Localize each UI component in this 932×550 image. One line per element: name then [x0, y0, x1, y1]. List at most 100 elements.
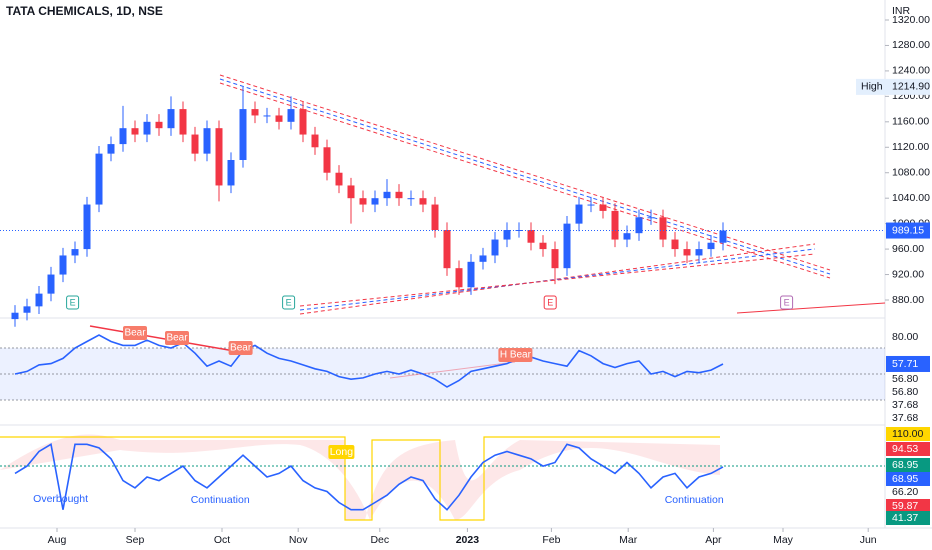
candle-body — [347, 185, 355, 199]
divergence-tag — [123, 326, 147, 340]
candle-body — [299, 109, 307, 135]
candle-body — [695, 249, 703, 256]
divergence-line — [389, 361, 516, 379]
annotation-tag — [328, 445, 355, 459]
oscillator-scale-label: 110.00 — [892, 428, 923, 440]
candle-body — [119, 128, 127, 145]
oscillator-tag — [886, 472, 930, 486]
candle-body — [647, 217, 655, 219]
rsi-scale-label: 56.80 — [892, 373, 918, 385]
currency-label: INR — [892, 5, 911, 17]
candle-body — [371, 198, 379, 205]
candle-body — [251, 109, 259, 116]
chart-title: TATA CHEMICALS, 1D, NSE — [6, 4, 163, 18]
candle-body — [23, 306, 31, 313]
x-tick-label: Dec — [370, 534, 389, 546]
candle-body — [623, 233, 631, 240]
y-tick-label: 1240.00 — [892, 65, 930, 77]
rsi-scale-label: 37.68 — [892, 399, 918, 411]
rsi-scale-label: 56.80 — [892, 386, 918, 398]
oscillator-line — [14, 443, 724, 511]
oscillator-annotation: Overbought — [33, 493, 88, 505]
candle-body — [35, 293, 43, 307]
divergence-tag — [498, 348, 533, 362]
earnings-marker — [66, 295, 80, 310]
candle-body — [491, 239, 499, 256]
candle-body — [719, 230, 727, 243]
x-tick-label: May — [773, 534, 794, 546]
y-tick-label: 1160.00 — [892, 116, 929, 128]
rsi-scale-label: 80.00 — [892, 331, 918, 343]
candle-body — [479, 255, 487, 262]
candle-body — [671, 239, 679, 250]
candle-body — [203, 128, 211, 154]
candle-body — [599, 204, 607, 211]
earnings-label: E — [286, 297, 292, 307]
candle-body — [11, 312, 19, 320]
candle-body — [95, 153, 103, 205]
x-tick-label: Jun — [860, 534, 877, 546]
candle-body — [167, 109, 175, 129]
rsi-last-label: 57.71 — [892, 358, 918, 370]
oscillator-tag — [886, 442, 930, 456]
candle-body — [263, 115, 271, 117]
trend-line — [219, 78, 831, 275]
trend-lines — [219, 74, 831, 315]
candle-body — [359, 198, 367, 205]
oscillator-annotation: Continuation — [665, 494, 724, 506]
earnings-label: E — [547, 297, 553, 307]
trend-line — [219, 82, 831, 279]
high-value-label: 1214.90 — [892, 81, 930, 93]
candle-body — [59, 255, 67, 275]
earnings-marker — [543, 295, 557, 310]
candle-body — [71, 249, 79, 256]
rsi-scale-label: 37.68 — [892, 412, 918, 424]
y-tick-label: 1320.00 — [892, 14, 930, 26]
candle-body — [527, 230, 535, 243]
candle-body — [467, 261, 475, 288]
x-tick-label: Oct — [214, 534, 230, 546]
oscillator-scale-label: 66.20 — [892, 486, 918, 498]
candle-body — [407, 198, 415, 200]
candle-body — [551, 249, 559, 269]
trend-line — [299, 253, 816, 307]
candle-body — [179, 109, 187, 135]
candle-body — [323, 147, 331, 173]
rsi-line — [14, 334, 724, 388]
trend-line — [299, 248, 816, 311]
candle-body — [503, 230, 511, 240]
candle-body — [707, 242, 715, 250]
candle-body — [383, 191, 391, 199]
candle-body — [419, 198, 427, 205]
x-tick-label: Nov — [289, 534, 308, 546]
candle-body — [611, 210, 619, 240]
candle-body — [239, 109, 247, 160]
oscillator-scale-label: 59.87 — [892, 500, 918, 512]
candle-body — [659, 217, 667, 240]
divergence-label: Bear — [124, 328, 146, 339]
candle-body — [683, 249, 691, 256]
high-tag — [856, 78, 930, 95]
earnings-label: E — [70, 297, 76, 307]
candle-body — [311, 134, 319, 148]
last-price-label: 989.15 — [892, 224, 924, 236]
candle-body — [191, 134, 199, 154]
x-tick-label: Aug — [48, 534, 67, 546]
candle-body — [83, 204, 91, 250]
candle-body — [575, 204, 583, 224]
divergence-label: H Bear — [500, 350, 532, 361]
candle-body — [635, 217, 643, 234]
y-tick-label: 1280.00 — [892, 39, 930, 51]
y-tick-label: 1040.00 — [892, 192, 930, 204]
y-tick-label: 1080.00 — [892, 167, 930, 179]
high-label: High — [861, 81, 883, 93]
candles — [11, 86, 727, 327]
candle-body — [563, 223, 571, 269]
candle-body — [587, 204, 595, 206]
candle-body — [131, 128, 139, 135]
divergence-tag — [228, 341, 253, 355]
oscillator-tag — [886, 427, 930, 441]
candle-body — [443, 230, 451, 269]
y-tick-label: 920.00 — [892, 268, 924, 280]
